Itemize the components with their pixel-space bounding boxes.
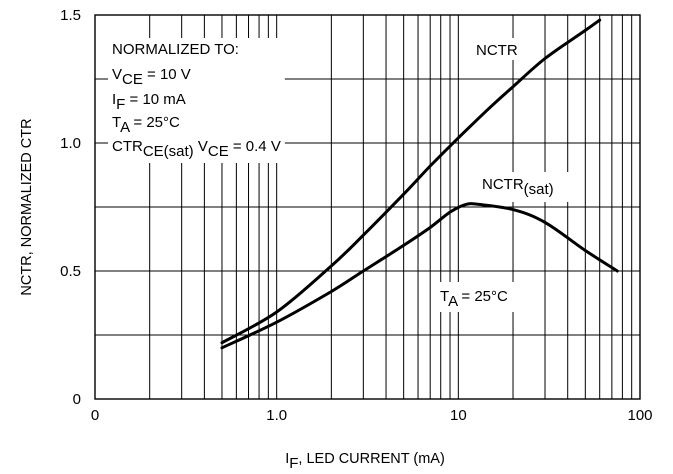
- normalized-line-if: IF = 10 mA: [112, 91, 186, 113]
- x-tick-label: 1.0: [266, 407, 287, 424]
- nctr-curve: [220, 18, 602, 345]
- plot-frame: [94, 14, 641, 400]
- normalized-box: NORMALIZED TO: VCE = 10 V IF = 10 mA TA …: [112, 41, 281, 160]
- temperature-annotation: TA = 25°C: [440, 288, 508, 310]
- x-tick-label: 100: [627, 407, 652, 424]
- nctr-sat-label-background: [476, 172, 572, 202]
- y-tick-label: 0: [73, 391, 81, 408]
- x-tick-label: 10: [450, 407, 467, 424]
- normalized-line-ctr: CTRCE(sat) VCE = 0.4 V: [112, 138, 281, 160]
- x-tick-label: 0: [91, 407, 99, 424]
- normalized-line-ta: TA = 25°C: [112, 114, 180, 136]
- y-tick-label: 1.5: [60, 7, 81, 24]
- x-axis-title: IF, LED CURRENT (mA): [285, 451, 445, 472]
- series-layer: [220, 18, 619, 350]
- y-tick-label: 0.5: [60, 263, 81, 280]
- nctr-sat-series-label: NCTR(sat): [482, 176, 554, 198]
- normalized-box-background: [108, 38, 285, 163]
- tick-labels: 0 1.0 10 100 0 0.5 1.0 1.5: [60, 7, 652, 424]
- plot-border: [94, 14, 641, 400]
- temperature-label-background: [434, 282, 540, 312]
- y-tick-label: 1.0: [60, 135, 81, 152]
- normalized-line-vce: VCE = 10 V: [112, 66, 191, 88]
- nctr-sat-curve: [220, 202, 619, 350]
- y-axis-title: NCTR, NORMALIZED CTR: [19, 118, 35, 295]
- normalized-box-title: NORMALIZED TO:: [112, 41, 239, 58]
- nctr-series-label: NCTR: [476, 42, 518, 59]
- nctr-label-background: [470, 38, 522, 60]
